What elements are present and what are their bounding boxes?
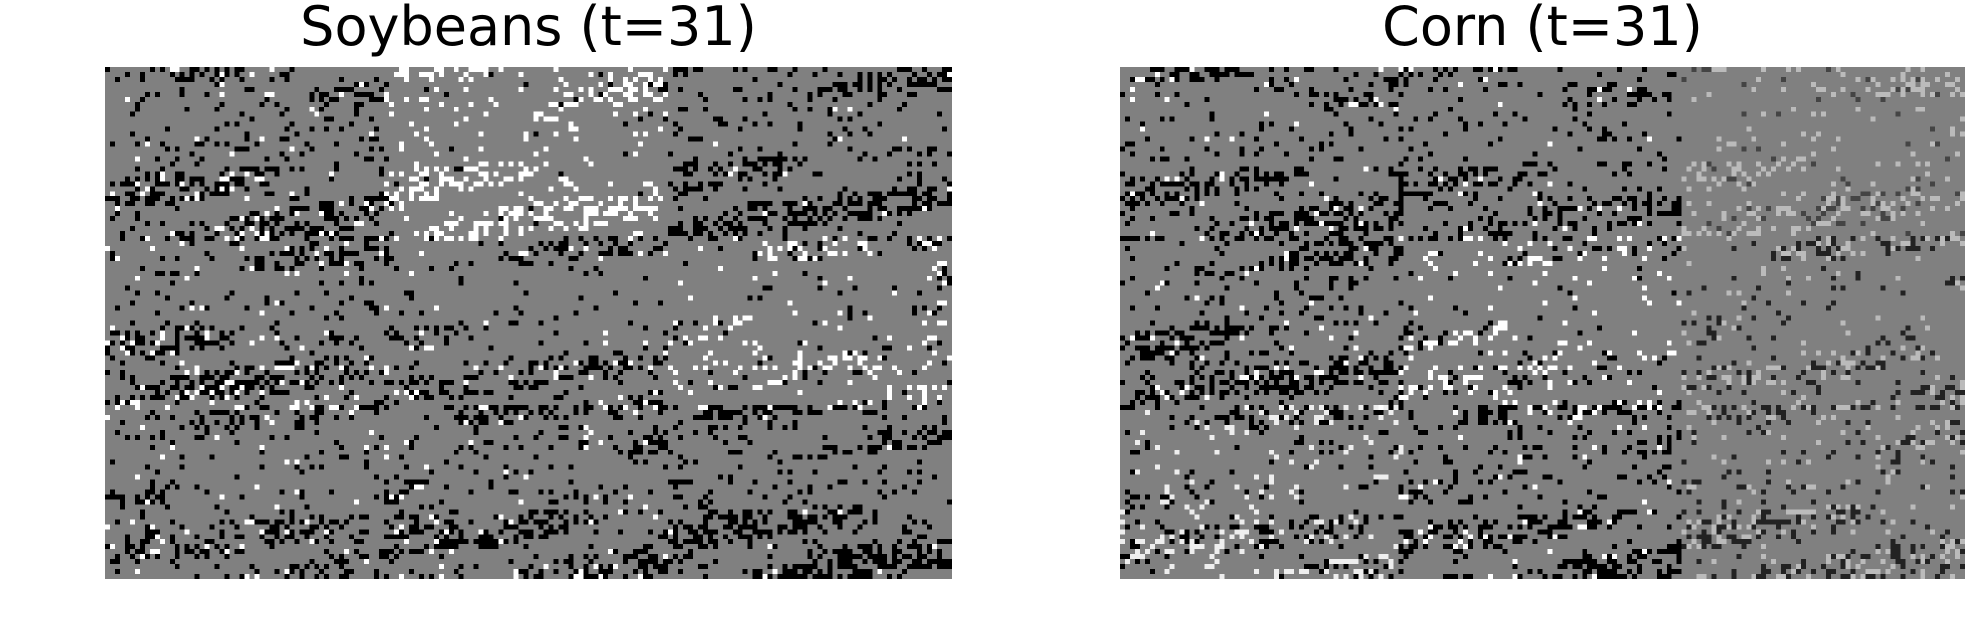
corn-title: Corn (t=31) bbox=[1382, 0, 1703, 58]
soybeans-heatmap bbox=[105, 67, 952, 579]
corn-panel: Corn (t=31) bbox=[1120, 0, 1965, 600]
soybeans-panel: Soybeans (t=31) bbox=[105, 0, 952, 600]
corn-heatmap-canvas bbox=[1120, 67, 1965, 579]
soybeans-heatmap-canvas bbox=[105, 67, 952, 579]
soybeans-title: Soybeans (t=31) bbox=[300, 0, 757, 58]
corn-heatmap bbox=[1120, 67, 1965, 579]
